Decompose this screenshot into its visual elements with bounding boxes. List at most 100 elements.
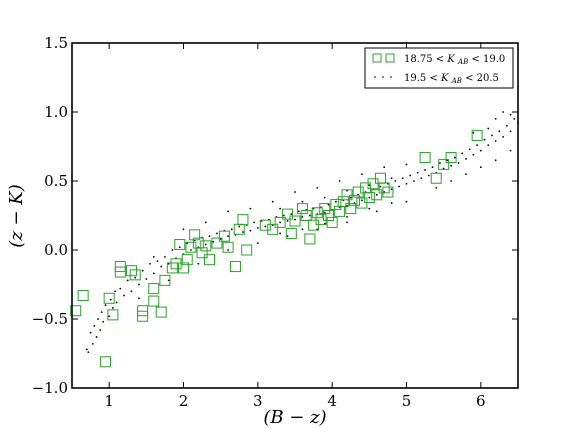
y-tick-label: −0.5 <box>32 310 68 328</box>
data-point-faint <box>271 200 274 203</box>
data-point-faint <box>368 184 371 187</box>
data-point-bright <box>322 210 334 221</box>
data-point-faint <box>242 231 244 233</box>
data-point-faint <box>108 315 111 318</box>
data-point-faint <box>286 235 289 238</box>
data-point-faint <box>301 215 304 218</box>
data-point-faint <box>208 235 211 238</box>
data-point-faint <box>368 196 371 199</box>
data-point-faint <box>256 242 259 245</box>
data-point-bright <box>99 356 111 368</box>
data-point-bright <box>382 186 394 198</box>
data-point-bright <box>259 219 271 231</box>
data-point-bright <box>345 203 357 215</box>
data-point-faint <box>294 191 296 193</box>
data-point-faint <box>390 177 393 180</box>
data-point-faint <box>123 294 125 297</box>
data-point-faint <box>413 180 415 182</box>
data-point-bright <box>107 309 119 321</box>
data-point-faint <box>346 221 348 224</box>
data-point-bright <box>200 240 212 252</box>
data-point-faint <box>171 249 174 251</box>
y-tick-label: −1.0 <box>32 379 68 397</box>
y-tick-label: 0.0 <box>44 241 68 259</box>
legend-marker-dot-3 <box>390 76 392 78</box>
y-axis-ticks: −1.0 −0.5 0.0 0.5 1.0 1.5 <box>32 34 518 397</box>
data-point-bright <box>148 295 160 307</box>
data-point-faint <box>349 196 352 199</box>
data-point-faint <box>505 124 508 127</box>
x-tick-label: 6 <box>476 392 486 410</box>
data-point-faint <box>230 228 233 231</box>
data-point-bright <box>77 290 89 302</box>
data-point-bright <box>241 244 253 256</box>
data-point-faint <box>197 262 200 265</box>
data-point-faint <box>390 202 393 204</box>
data-point-bright <box>196 247 208 259</box>
data-point-bright <box>308 219 320 231</box>
data-point-faint <box>249 207 252 210</box>
data-point-faint <box>102 320 105 323</box>
data-point-faint <box>130 290 133 293</box>
y-axis-label: (z − K) <box>6 184 27 248</box>
data-point-faint <box>126 279 129 282</box>
data-point-faint <box>375 210 378 213</box>
data-point-faint <box>398 185 400 188</box>
data-point-bright <box>148 283 160 295</box>
data-point-bright <box>178 262 189 274</box>
data-point-faint <box>420 177 423 180</box>
data-point-faint <box>416 171 419 174</box>
data-point-faint <box>212 240 215 243</box>
data-point-faint <box>115 301 118 304</box>
data-point-faint <box>204 221 207 224</box>
data-point-faint <box>483 138 486 141</box>
x-tick-label: 5 <box>402 392 412 410</box>
data-point-faint <box>227 210 230 213</box>
data-point-faint <box>405 182 408 185</box>
data-point-faint <box>509 130 512 133</box>
x-axis-label: (B − z) <box>263 407 326 428</box>
data-point-faint <box>453 156 456 159</box>
data-point-faint <box>160 265 163 268</box>
data-point-faint <box>178 246 181 249</box>
data-point-faint <box>167 279 170 282</box>
data-point-bright <box>222 241 234 253</box>
data-point-faint <box>97 318 99 320</box>
data-point-faint <box>338 180 341 182</box>
data-point-faint <box>114 290 117 293</box>
data-point-faint <box>487 144 490 147</box>
data-point-bright <box>267 223 279 235</box>
data-point-bright <box>430 172 442 184</box>
data-point-faint <box>279 221 282 224</box>
data-point-faint <box>87 351 90 354</box>
data-point-faint <box>465 158 467 160</box>
data-point-faint <box>361 199 363 202</box>
data-point-faint <box>401 177 404 180</box>
data-point-faint <box>346 215 348 218</box>
data-point-bright <box>155 306 167 318</box>
scatter-series <box>70 111 519 368</box>
x-tick-label: 2 <box>179 392 189 410</box>
data-point-bright <box>341 189 353 201</box>
data-point-faint <box>457 162 460 164</box>
data-point-bright <box>129 269 141 281</box>
y-tick-label: 1.5 <box>44 34 68 52</box>
data-point-faint <box>182 228 185 231</box>
data-point-faint <box>491 134 493 137</box>
data-point-bright <box>326 216 338 228</box>
data-point-faint <box>141 269 144 272</box>
data-point-faint <box>334 200 337 203</box>
data-point-faint <box>152 256 155 258</box>
data-point-faint <box>323 196 326 199</box>
data-point-faint <box>85 348 88 351</box>
data-point-bright <box>296 203 308 215</box>
data-point-faint <box>494 118 497 120</box>
data-point-faint <box>138 283 140 286</box>
data-point-bright <box>319 203 331 215</box>
data-point-faint <box>394 180 397 182</box>
data-point-faint <box>216 232 218 235</box>
data-point-faint <box>461 152 464 155</box>
data-point-faint <box>379 185 382 188</box>
data-point-faint <box>227 235 230 238</box>
legend-label-bright-sample: 18.75 < K AB < 19.0 <box>404 54 505 67</box>
